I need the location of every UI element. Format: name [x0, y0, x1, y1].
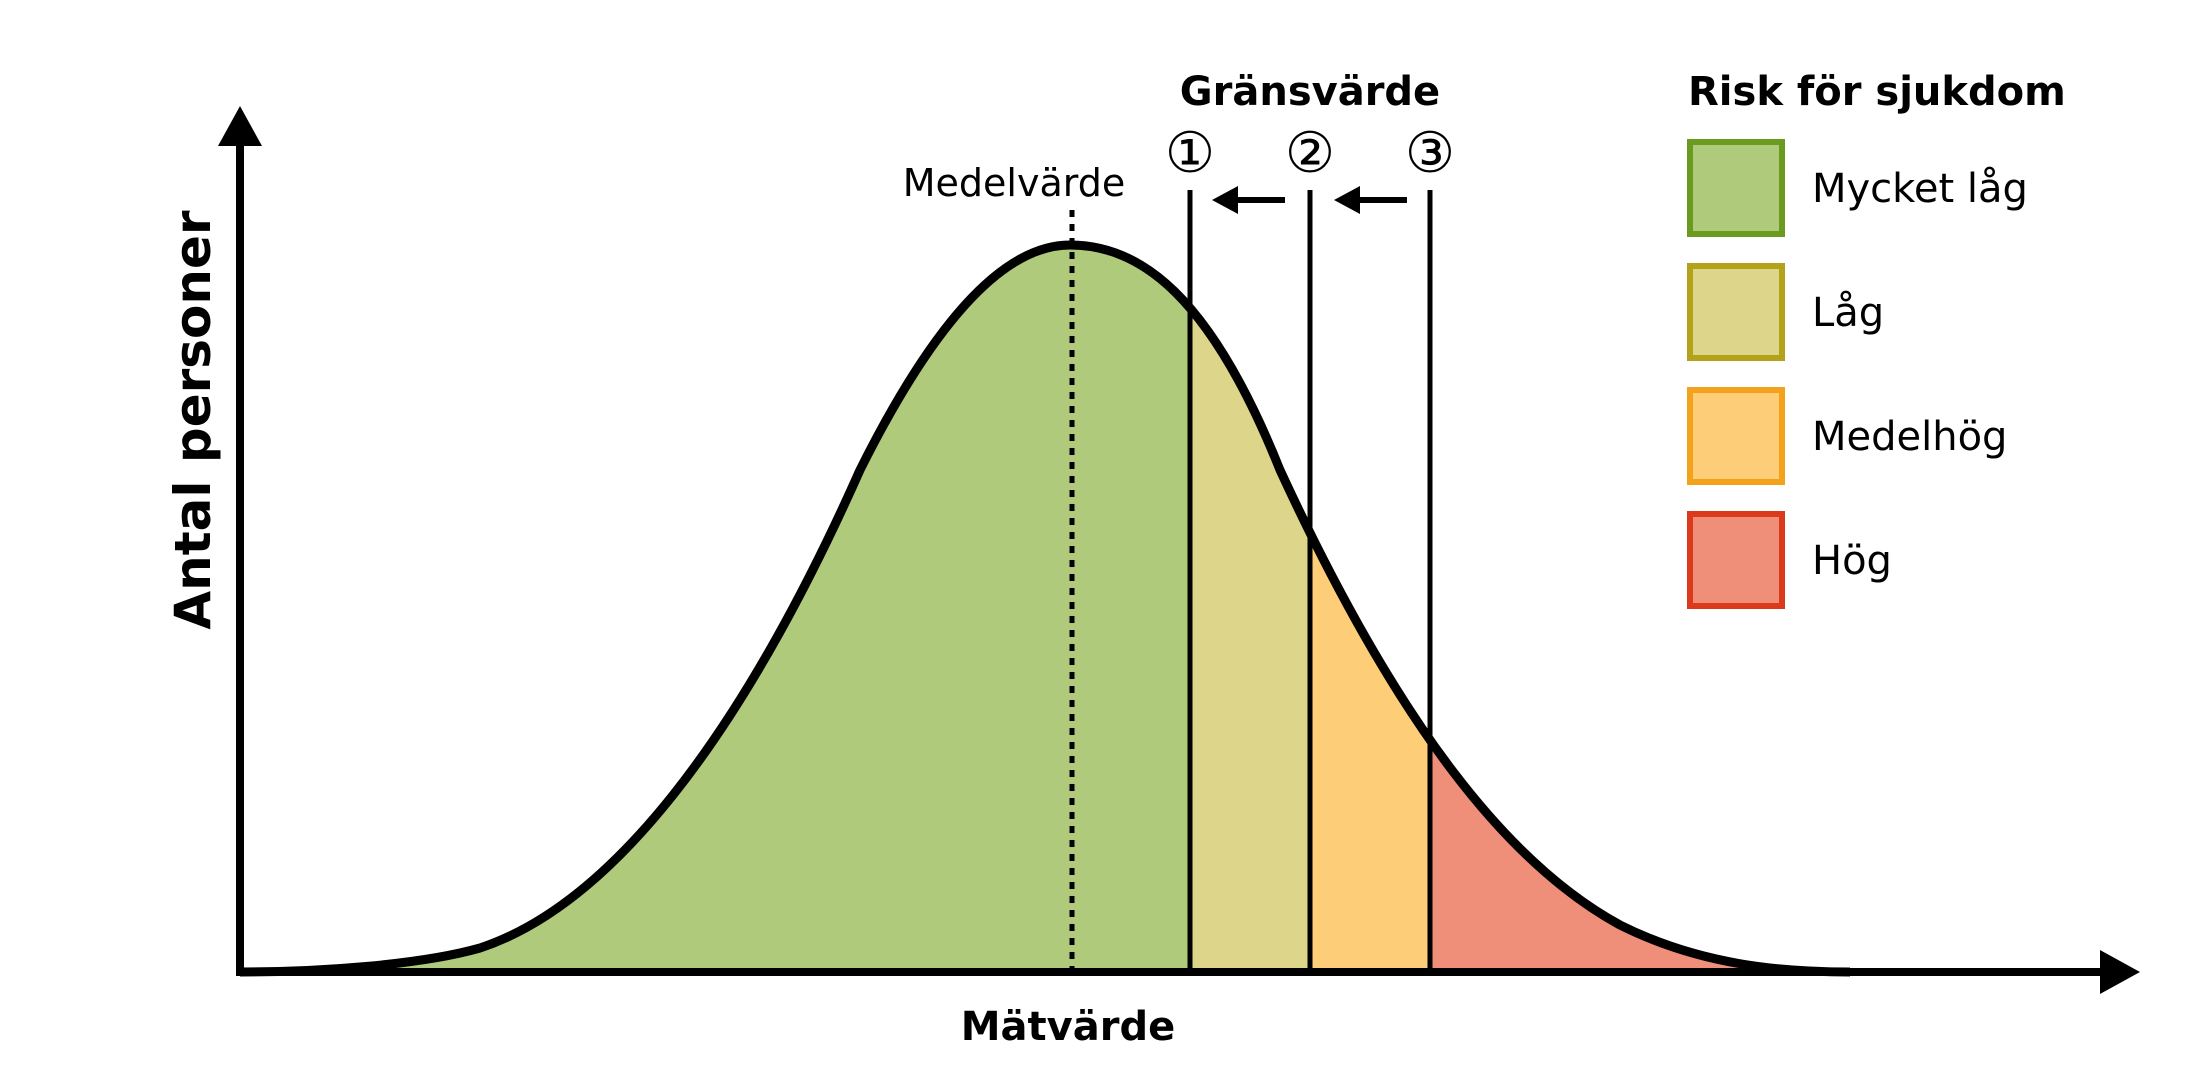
- threshold-marker-1: ①: [1165, 121, 1215, 186]
- region-high: [1430, 245, 1850, 972]
- legend-label-medium-high: Medelhög: [1812, 414, 2007, 460]
- arrow-left-icon: [1334, 186, 1407, 214]
- legend-swatch-medium-high: [1687, 387, 1785, 485]
- legend-swatch-very-low: [1687, 139, 1785, 237]
- risk-regions: [240, 245, 1850, 972]
- threshold-marker-3: ③: [1405, 121, 1455, 186]
- legend-label-low: Låg: [1812, 290, 1884, 336]
- threshold-marker-2: ②: [1285, 121, 1335, 186]
- legend-label-very-low: Mycket låg: [1812, 166, 2028, 212]
- region-very-low: [240, 245, 1190, 972]
- threshold-title: Gränsvärde: [1180, 69, 1440, 115]
- y-axis-arrow-icon: [218, 106, 262, 146]
- region-medium-high: [1310, 245, 1430, 972]
- legend-swatch-high: [1687, 511, 1785, 609]
- arrow-left-icon: [1212, 186, 1285, 214]
- mean-label: Medelvärde: [903, 161, 1125, 205]
- y-axis-label: Antal personer: [164, 210, 222, 629]
- x-axis-arrow-icon: [2100, 950, 2140, 994]
- legend: Risk för sjukdom Mycket låg Låg Medelhög…: [1687, 69, 2066, 609]
- distribution-curve: [239, 240, 1851, 977]
- x-axis-label: Mätvärde: [961, 1004, 1175, 1050]
- legend-swatch-low: [1687, 263, 1785, 361]
- legend-title: Risk för sjukdom: [1688, 69, 2066, 115]
- legend-label-high: Hög: [1812, 538, 1892, 584]
- region-low: [1190, 245, 1310, 972]
